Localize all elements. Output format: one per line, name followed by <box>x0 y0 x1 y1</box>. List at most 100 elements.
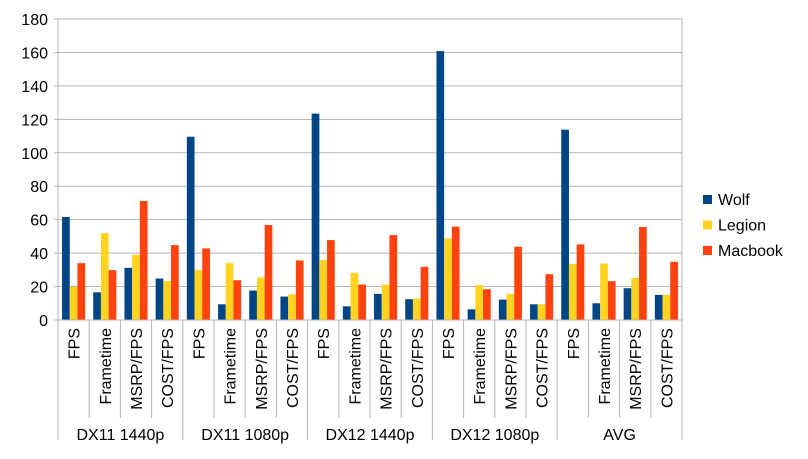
bar-macbook <box>358 284 366 320</box>
bar-legion <box>194 270 203 320</box>
category-label: Frametime <box>472 328 489 405</box>
category-label: COST/FPS <box>659 328 676 408</box>
legend-swatch-legion <box>703 220 712 230</box>
bar-legion <box>100 233 109 320</box>
bar-wolf <box>498 299 507 320</box>
bar-macbook <box>108 270 117 320</box>
bar-legion <box>412 298 421 320</box>
y-tick-label: 80 <box>30 179 48 196</box>
y-tick-label: 100 <box>21 146 48 163</box>
bar-legion <box>163 280 172 320</box>
bar-macbook <box>483 289 491 320</box>
bar-wolf <box>62 216 70 320</box>
category-label: Frametime <box>597 328 614 405</box>
bar-wolf <box>280 296 289 320</box>
bar-wolf <box>623 288 632 320</box>
bar-macbook <box>389 235 398 320</box>
bar-wolf <box>186 136 195 320</box>
bar-wolf <box>530 304 538 320</box>
bar-legion <box>568 263 577 320</box>
bar-wolf <box>124 267 133 320</box>
legend-swatch-wolf <box>703 195 712 204</box>
bar-wolf <box>342 306 351 320</box>
bar-macbook <box>327 240 335 320</box>
bar-legion <box>256 277 265 320</box>
bar-legion <box>132 254 140 320</box>
y-tick-label: 0 <box>39 313 48 330</box>
y-tick-label: 120 <box>21 112 48 129</box>
bar-wolf <box>654 294 663 320</box>
group-label: DX11 1440p <box>77 427 165 444</box>
group-label: DX11 1080p <box>201 427 289 444</box>
bar-macbook <box>171 245 179 320</box>
bar-legion <box>600 263 608 320</box>
category-label: MSRP/FPS <box>254 328 271 410</box>
bar-macbook <box>514 246 522 320</box>
category-label: Frametime <box>223 328 240 405</box>
category-label: COST/FPS <box>410 328 427 408</box>
category-label: COST/FPS <box>535 328 552 408</box>
category-label: MSRP/FPS <box>628 328 645 410</box>
bar-macbook <box>451 226 460 320</box>
bar-legion <box>444 238 452 320</box>
legend-label: Macbook <box>718 243 784 260</box>
bar-legion <box>537 304 546 320</box>
bar-legion <box>225 263 234 320</box>
bar-legion <box>381 284 390 320</box>
category-label: MSRP/FPS <box>129 328 146 410</box>
bar-macbook <box>420 266 429 320</box>
bar-legion <box>631 277 640 320</box>
category-label: FPS <box>191 328 208 359</box>
bar-macbook <box>264 225 273 320</box>
y-tick-label: 160 <box>21 45 48 62</box>
bar-macbook <box>295 260 304 320</box>
category-label: MSRP/FPS <box>379 328 396 410</box>
category-label: MSRP/FPS <box>503 328 520 410</box>
y-tick-label: 40 <box>30 246 48 263</box>
bar-wolf <box>592 303 601 320</box>
bar-legion <box>69 286 78 320</box>
bar-wolf <box>249 290 257 320</box>
bar-macbook <box>545 274 554 320</box>
bar-wolf <box>405 299 413 320</box>
bar-wolf <box>436 51 445 321</box>
category-label: COST/FPS <box>285 328 302 408</box>
bar-wolf <box>155 278 164 320</box>
bar-wolf <box>311 113 320 320</box>
group-label: DX12 1440p <box>326 427 415 444</box>
bar-macbook <box>670 261 678 320</box>
bar-macbook <box>233 280 242 320</box>
category-label: Frametime <box>347 328 364 405</box>
bar-macbook <box>639 227 647 320</box>
category-label: FPS <box>67 328 84 359</box>
bar-macbook <box>139 200 148 320</box>
category-label: FPS <box>441 328 458 359</box>
bar-legion <box>288 294 296 320</box>
bar-wolf <box>93 292 101 320</box>
bar-legion <box>475 285 484 320</box>
y-tick-label: 180 <box>21 12 48 29</box>
bar-wolf <box>374 293 382 320</box>
bar-legion <box>319 260 328 320</box>
bar-legion <box>506 293 515 320</box>
bar-macbook <box>77 263 86 320</box>
legend-label: Wolf <box>718 192 750 209</box>
group-label: DX12 1080p <box>450 427 539 444</box>
category-label: COST/FPS <box>160 328 177 408</box>
legend-label: Legion <box>718 218 766 235</box>
y-tick-label: 20 <box>30 280 48 297</box>
bar-macbook <box>576 244 585 320</box>
bar-wolf <box>467 309 476 320</box>
bar-wolf <box>218 304 226 320</box>
y-tick-label: 140 <box>21 79 48 96</box>
category-label: FPS <box>316 328 333 359</box>
category-label: FPS <box>566 328 583 359</box>
group-label: AVG <box>603 427 636 444</box>
legend-swatch-macbook <box>703 246 712 255</box>
bar-macbook <box>607 281 616 320</box>
category-label: Frametime <box>98 328 115 405</box>
y-tick-label: 60 <box>30 213 48 230</box>
bar-macbook <box>202 248 210 320</box>
bar-legion <box>662 294 671 320</box>
